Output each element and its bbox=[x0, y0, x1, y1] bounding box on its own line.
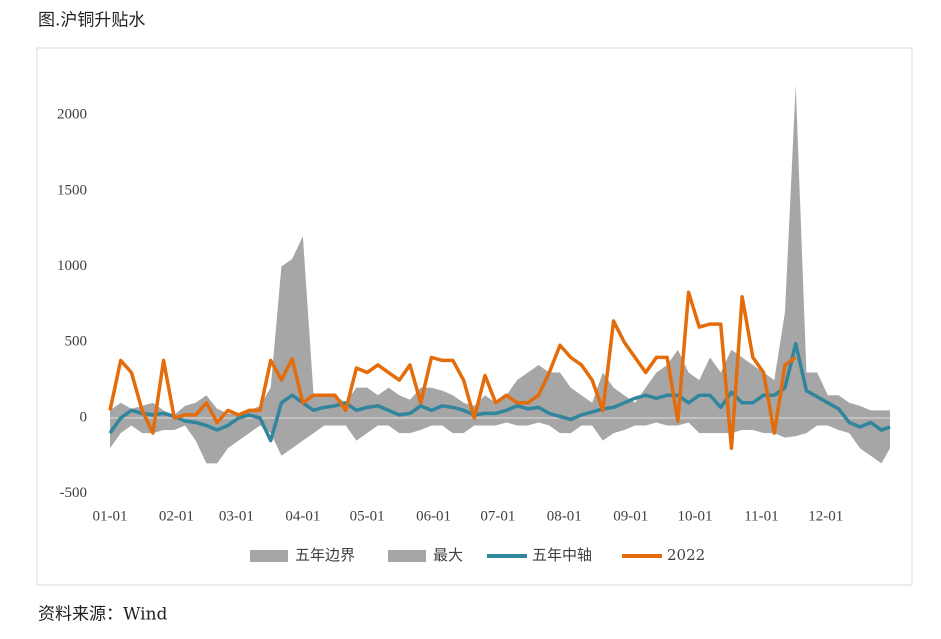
legend-swatch bbox=[250, 550, 288, 562]
y-tick-label: -500 bbox=[60, 485, 88, 501]
y-tick-label: 1000 bbox=[57, 258, 87, 274]
chart-title: 图.沪铜升贴水 bbox=[38, 11, 145, 31]
x-tick-label: 09-01 bbox=[613, 508, 648, 524]
legend-label: 五年边界 bbox=[295, 546, 355, 564]
x-tick-label: 04-01 bbox=[285, 508, 320, 524]
line bbox=[108, 342, 891, 443]
legend-label: 2022 bbox=[667, 546, 705, 564]
x-tick-label: 06-01 bbox=[416, 508, 451, 524]
x-tick-label: 10-01 bbox=[678, 508, 713, 524]
source-note: 资料来源：Wind bbox=[38, 605, 168, 625]
x-tick-label: 02-01 bbox=[159, 508, 194, 524]
x-tick-label: 03-01 bbox=[219, 508, 254, 524]
x-tick-label: 05-01 bbox=[350, 508, 385, 524]
y-tick-label: 500 bbox=[65, 334, 88, 350]
legend-label: 五年中轴 bbox=[532, 546, 592, 564]
area bbox=[110, 84, 890, 418]
x-tick-label: 12-01 bbox=[808, 508, 843, 524]
line bbox=[108, 290, 797, 450]
y-tick-label: 2000 bbox=[57, 107, 87, 123]
y-tick-label: 0 bbox=[80, 409, 88, 425]
x-tick-label: 08-01 bbox=[547, 508, 582, 524]
legend-label: 最大 bbox=[433, 546, 463, 564]
x-tick-label: 07-01 bbox=[480, 508, 515, 524]
y-tick-label: 1500 bbox=[57, 182, 87, 198]
chart-frame bbox=[36, 47, 913, 586]
area bbox=[110, 417, 890, 464]
x-tick-label: 11-01 bbox=[744, 508, 778, 524]
legend-swatch bbox=[388, 550, 426, 562]
x-tick-label: 01-01 bbox=[93, 508, 128, 524]
